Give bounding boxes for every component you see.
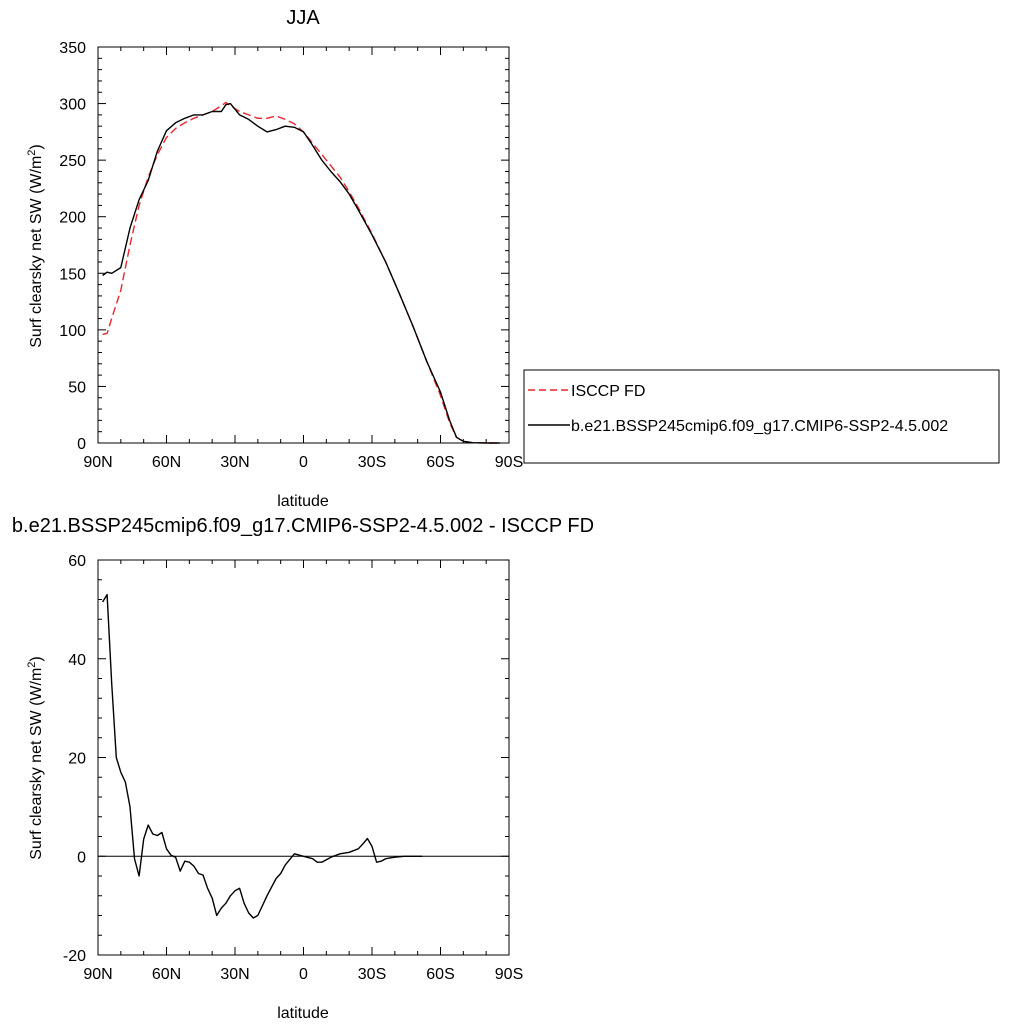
x-tick-label: 0 (299, 454, 308, 471)
top-y-axis-unit: (W/m (28, 156, 45, 194)
y-tick-label: 50 (68, 379, 86, 396)
legend: ISCCP FD b.e21.BSSP245cmip6.f09_g17.CMIP… (523, 369, 1000, 464)
y-tick-label: 0 (77, 849, 86, 866)
bottom-x-axis-label: latitude (277, 1005, 329, 1022)
bottom-y-axis-unit: (W/m (28, 668, 45, 706)
plot-frame (97, 559, 510, 956)
bottom-panel: b.e21.BSSP245cmip6.f09_g17.CMIP6-SSP2-4.… (12, 515, 594, 1022)
x-tick-label: 30S (358, 966, 386, 983)
top-y-axis-label-text: Surf clearsky net SW (28, 197, 45, 347)
y-tick-label: 200 (59, 210, 86, 227)
bottom-y-axis-unit-sup: 2 (26, 662, 38, 668)
y-tick-label: 100 (59, 323, 86, 340)
bottom-plot-marks: 90N 60N 30N 0 30S 60S 90S -20 0 20 40 60 (63, 553, 523, 983)
legend-label-isccp: ISCCP FD (571, 383, 645, 400)
top-x-axis-label: latitude (277, 493, 329, 510)
y-tick-label: -20 (63, 948, 86, 965)
x-tick-label: 60N (152, 454, 181, 471)
y-tick-label: 300 (59, 97, 86, 114)
legend-box (523, 369, 1000, 464)
x-tick-label: 0 (299, 966, 308, 983)
x-tick-label: 30S (358, 454, 386, 471)
bottom-chart-title: b.e21.BSSP245cmip6.f09_g17.CMIP6-SSP2-4.… (12, 515, 594, 537)
y-tick-label: 60 (68, 553, 86, 570)
bottom-y-axis-label: Surf clearsky net SW (W/m2) (26, 656, 45, 859)
top-y-axis-unit-end: ) (28, 144, 45, 149)
bottom-y-axis-unit-end: ) (28, 656, 45, 661)
y-tick-label: 0 (77, 436, 86, 453)
y-tick-label: 20 (68, 751, 86, 768)
y-tick-label: 150 (59, 266, 86, 283)
x-tick-label: 90S (495, 966, 523, 983)
x-tick-label: 90N (83, 454, 112, 471)
plot-frame (97, 46, 510, 444)
x-tick-label: 60S (426, 966, 454, 983)
top-y-axis-label: Surf clearsky net SW (W/m2) (26, 144, 45, 347)
x-tick-label: 60S (426, 454, 454, 471)
top-chart-title: JJA (286, 7, 320, 29)
x-tick-label: 30N (220, 454, 249, 471)
x-tick-label: 90S (495, 454, 523, 471)
bottom-y-axis-label-text: Surf clearsky net SW (28, 709, 45, 859)
top-panel: JJA 90N 60N 30N 0 30S 60S 90S 0 50 100 150 200 250 30… (26, 7, 523, 510)
y-tick-label: 250 (59, 153, 86, 170)
top-y-axis-unit-sup: 2 (26, 150, 38, 156)
series-line-model (102, 593, 423, 919)
y-tick-label: 40 (68, 652, 86, 669)
y-tick-label: 350 (59, 40, 86, 57)
x-tick-label: 90N (83, 966, 112, 983)
x-tick-label: 60N (152, 966, 181, 983)
top-plot-marks: 90N 60N 30N 0 30S 60S 90S 0 50 100 150 200 250 300 350 (59, 40, 523, 471)
legend-label-model: b.e21.BSSP245cmip6.f09_g17.CMIP6-SSP2-4.… (571, 418, 948, 435)
series-line-model (102, 102, 500, 444)
x-tick-label: 30N (220, 966, 249, 983)
